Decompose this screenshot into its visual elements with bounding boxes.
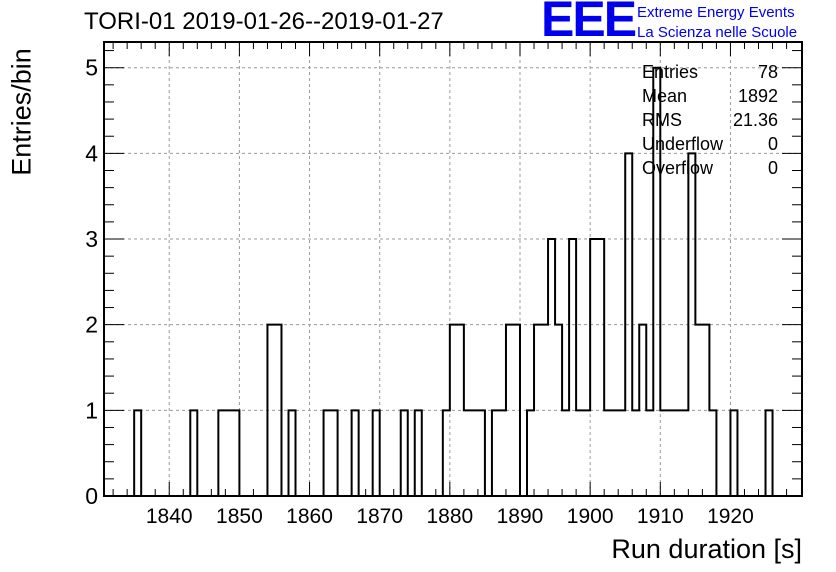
axis-ticks: [104, 42, 802, 497]
histogram-bin: [583, 410, 590, 496]
histogram-bin: [324, 410, 331, 496]
histogram-bin: [443, 410, 450, 496]
stat-row-underflow: Underflow 0: [642, 132, 778, 156]
tick-labels: 1840 1850 1860 1870 1880 1890 1900 1910 1920 0 1 2 3…: [85, 55, 754, 528]
histogram-bin: [569, 239, 576, 496]
logo-text-line2: La Scienza nelle Scuole: [637, 24, 798, 41]
histogram-bin: [352, 410, 359, 496]
x-tick-label: 1860: [286, 505, 333, 528]
x-tick-label: 1920: [707, 505, 754, 528]
histogram-bin: [667, 410, 674, 496]
x-tick-label: 1840: [146, 505, 193, 528]
x-tick-label: 1870: [356, 505, 403, 528]
histogram-bin: [471, 410, 478, 496]
eee-logo: EEE: [541, 0, 637, 47]
stat-value: 21.36: [732, 110, 778, 130]
y-tick-label: 4: [85, 140, 98, 166]
y-tick-label: 5: [85, 55, 98, 81]
histogram-bin: [492, 410, 499, 496]
histogram-bin: [464, 410, 471, 496]
histogram-bin: [527, 410, 534, 496]
histogram-bin: [562, 410, 569, 496]
y-tick-label: 1: [85, 397, 98, 423]
histogram-bin: [681, 410, 688, 496]
histogram-bin: [225, 410, 232, 496]
stat-label: RMS: [642, 110, 682, 130]
x-tick-label: 1890: [497, 505, 544, 528]
stat-row-mean: Mean 1892: [642, 84, 778, 108]
stats-box: Entries 78 Mean 1892 RMS 21.36 Underflow…: [642, 60, 778, 180]
histogram-bin: [590, 239, 597, 496]
stat-label: Entries: [642, 62, 699, 82]
histogram-bin: [401, 410, 408, 496]
y-tick-label: 2: [85, 312, 98, 338]
histogram-bin: [576, 410, 583, 496]
stat-value: 0: [767, 158, 778, 178]
x-tick-label: 1910: [637, 505, 684, 528]
histogram-bin: [618, 410, 625, 496]
histogram-bin: [709, 410, 716, 496]
histogram-series: [133, 66, 774, 497]
histogram-bin: [660, 410, 667, 496]
histogram-bin: [766, 410, 773, 496]
x-axis-label: Run duration [s]: [611, 534, 802, 564]
histogram-bin: [134, 410, 141, 496]
y-tick-label: 3: [85, 226, 98, 252]
chart-title: TORI-01 2019-01-26--2019-01-27: [84, 8, 444, 35]
histogram-bin: [331, 410, 338, 496]
x-tick-label: 1850: [216, 505, 263, 528]
histogram-bin: [415, 410, 422, 496]
histogram-bin: [632, 410, 639, 496]
stat-row-entries: Entries 78: [642, 60, 778, 84]
histogram-bin: [604, 410, 611, 496]
histogram-bin: [674, 410, 681, 496]
stat-label: Overflow: [642, 158, 714, 178]
stat-value: 78: [757, 62, 778, 82]
histogram-bin: [499, 410, 506, 496]
histogram-bin: [190, 410, 197, 496]
histogram-bin: [373, 410, 380, 496]
stat-label: Mean: [642, 86, 688, 106]
histogram-bin: [646, 410, 653, 496]
y-tick-label: 0: [85, 483, 98, 509]
histogram-bin: [288, 410, 295, 496]
histogram-bin: [218, 410, 225, 496]
histogram-bin: [730, 410, 737, 496]
histogram-bin: [232, 410, 239, 496]
stat-row-overflow: Overflow 0: [642, 156, 778, 180]
plot-frame: [103, 41, 803, 497]
x-tick-label: 1900: [567, 505, 614, 528]
x-tick-label: 1880: [426, 505, 473, 528]
stat-value: 1892: [737, 86, 778, 106]
histogram-bin: [478, 410, 485, 496]
histogram-bin: [611, 410, 618, 496]
y-axis-label: Entries/bin: [6, 48, 37, 176]
histogram-bin: [548, 239, 555, 496]
stat-value: 0: [767, 134, 778, 154]
histogram-bin: [597, 239, 604, 496]
stat-label: Underflow: [642, 134, 724, 154]
logo-text-line1: Extreme Energy Events: [637, 4, 795, 21]
stat-row-rms: RMS 21.36: [642, 108, 778, 132]
